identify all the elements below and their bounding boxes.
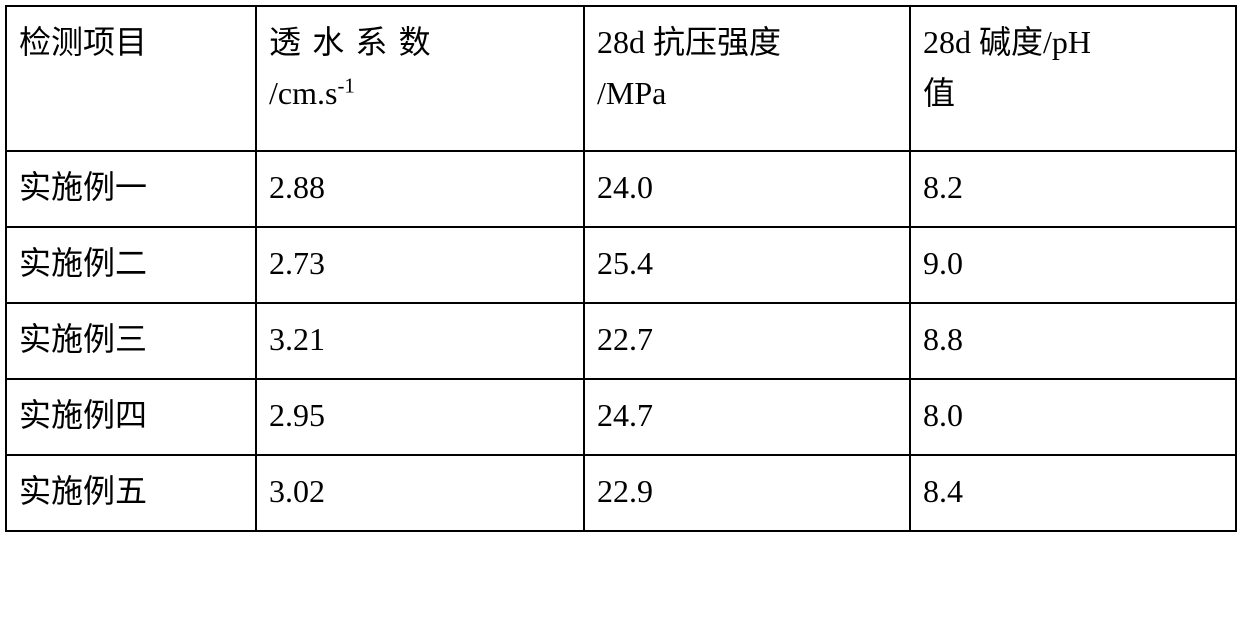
header-cell-permeability: 透水系数 /cm.s-1 bbox=[256, 6, 584, 151]
table-row: 实施例一 2.88 24.0 8.2 bbox=[6, 151, 1236, 227]
row-ph-cell: 8.4 bbox=[910, 455, 1236, 531]
row-ph-cell: 8.8 bbox=[910, 303, 1236, 379]
header-cell-ph: 28d 碱度/pH 值 bbox=[910, 6, 1236, 151]
header-label-line2: 值 bbox=[923, 75, 955, 111]
row-label-cell: 实施例五 bbox=[6, 455, 256, 531]
row-label-cell: 实施例四 bbox=[6, 379, 256, 455]
header-label-line1: 透水系数 bbox=[269, 24, 442, 60]
header-label-line1: 28d 抗压强度 bbox=[597, 24, 781, 60]
table-row: 实施例四 2.95 24.7 8.0 bbox=[6, 379, 1236, 455]
row-ph-cell: 8.2 bbox=[910, 151, 1236, 227]
row-permeability-cell: 2.88 bbox=[256, 151, 584, 227]
row-strength-cell: 25.4 bbox=[584, 227, 910, 303]
header-label-line1: 28d 碱度/pH bbox=[923, 24, 1091, 60]
row-ph-cell: 9.0 bbox=[910, 227, 1236, 303]
row-strength-cell: 22.7 bbox=[584, 303, 910, 379]
row-permeability-cell: 3.02 bbox=[256, 455, 584, 531]
header-cell-strength: 28d 抗压强度 /MPa bbox=[584, 6, 910, 151]
row-permeability-cell: 2.73 bbox=[256, 227, 584, 303]
header-label-line2: /MPa bbox=[597, 75, 666, 111]
table-row: 实施例三 3.21 22.7 8.8 bbox=[6, 303, 1236, 379]
header-cell-test-item: 检测项目 bbox=[6, 6, 256, 151]
header-label-line2: /cm.s-1 bbox=[269, 75, 355, 111]
row-label-cell: 实施例二 bbox=[6, 227, 256, 303]
row-label-cell: 实施例三 bbox=[6, 303, 256, 379]
row-label-cell: 实施例一 bbox=[6, 151, 256, 227]
table-row: 实施例二 2.73 25.4 9.0 bbox=[6, 227, 1236, 303]
header-label: 检测项目 bbox=[19, 24, 147, 60]
row-strength-cell: 24.7 bbox=[584, 379, 910, 455]
row-ph-cell: 8.0 bbox=[910, 379, 1236, 455]
row-permeability-cell: 3.21 bbox=[256, 303, 584, 379]
row-strength-cell: 22.9 bbox=[584, 455, 910, 531]
row-strength-cell: 24.0 bbox=[584, 151, 910, 227]
row-permeability-cell: 2.95 bbox=[256, 379, 584, 455]
data-table: 检测项目 透水系数 /cm.s-1 28d 抗压强度 /MPa 28d 碱度/p… bbox=[5, 5, 1237, 532]
table-header-row: 检测项目 透水系数 /cm.s-1 28d 抗压强度 /MPa 28d 碱度/p… bbox=[6, 6, 1236, 151]
table-row: 实施例五 3.02 22.9 8.4 bbox=[6, 455, 1236, 531]
